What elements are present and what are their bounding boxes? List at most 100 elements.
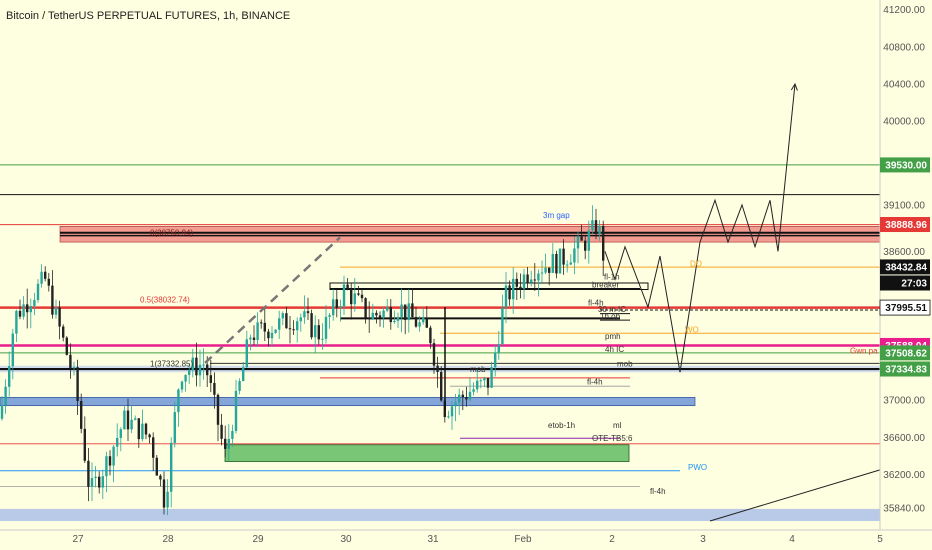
bottom-zone: [0, 508, 880, 521]
y-tick-label: 40400.00: [883, 80, 925, 91]
x-tick-label: 4: [789, 534, 795, 545]
candle-up: [450, 406, 454, 417]
candle-down: [126, 410, 130, 430]
candle-down: [44, 271, 47, 279]
candle-up: [490, 367, 493, 388]
breaker-box: [329, 282, 649, 290]
x-tick-label: Feb: [514, 534, 532, 545]
y-tick-label: 35840.00: [883, 503, 925, 514]
candle-up: [328, 315, 331, 317]
candle-down: [360, 294, 364, 299]
candle-down: [508, 285, 511, 300]
annotation-label: etob-1h: [548, 421, 575, 430]
candle-down: [252, 337, 256, 341]
candle-down: [18, 310, 22, 317]
candle-down: [195, 357, 198, 376]
annotation-label: fl-4h: [587, 377, 603, 386]
annotation-label: WO: [685, 325, 699, 334]
candle-down: [461, 394, 464, 398]
candle-down: [432, 343, 436, 366]
candle-up: [468, 391, 472, 400]
candle-up: [598, 225, 601, 235]
candle-up: [422, 317, 425, 323]
candle-down: [411, 303, 414, 317]
candle-down: [62, 326, 65, 338]
candle-up: [483, 377, 486, 381]
candle-up: [116, 437, 119, 447]
candle-up: [476, 380, 479, 390]
candle-down: [562, 248, 565, 265]
candle-down: [602, 225, 605, 261]
candle-down: [310, 313, 313, 338]
candle-up: [479, 380, 482, 382]
price-badge-label: 38888.96: [885, 220, 927, 231]
price-axis-bg: [880, 0, 932, 550]
candle-down: [580, 236, 583, 241]
price-badge-label: 39530.00: [885, 160, 927, 171]
candle-down: [429, 327, 432, 344]
price-badge: [880, 361, 930, 377]
price-badge-label: 37334.83: [885, 365, 927, 376]
candle-up: [497, 344, 500, 353]
candle-up: [231, 430, 234, 439]
annotation-label: breaker: [592, 281, 619, 290]
annotation-label: 0(38750.94): [150, 229, 193, 238]
candle-down: [375, 312, 378, 316]
candle-down: [148, 434, 151, 438]
candle-up: [544, 267, 547, 273]
candle-up: [166, 491, 169, 508]
candle-up: [400, 304, 403, 318]
candle-up: [530, 279, 533, 283]
candle-down: [162, 479, 166, 508]
x-tick-label: 3: [700, 534, 706, 545]
candle-down: [306, 311, 310, 314]
annotation-label: Gwn pa: [850, 347, 878, 356]
candle-up: [321, 338, 324, 340]
price-badge: [880, 217, 930, 233]
candle-up: [22, 304, 25, 317]
candle-up: [278, 318, 281, 330]
candle-up: [418, 322, 421, 327]
rising-trendline: [709, 469, 881, 522]
candle-up: [33, 299, 36, 307]
candle-up: [134, 418, 137, 420]
candle-down: [155, 457, 158, 476]
candle-up: [332, 299, 335, 316]
candle-up: [371, 312, 374, 320]
candle-down: [260, 322, 263, 324]
candle-up: [447, 416, 450, 418]
candle-down: [76, 367, 79, 401]
annotation-label: mob: [617, 360, 633, 369]
candle-down: [47, 278, 50, 286]
candle-up: [454, 402, 457, 407]
candle-up: [296, 321, 299, 331]
candle-down: [519, 286, 522, 289]
candle-up: [198, 364, 202, 376]
demand-zone-green: [224, 444, 630, 462]
candle-down: [335, 299, 338, 308]
candle-down: [69, 354, 72, 368]
x-tick-label: 31: [427, 534, 439, 545]
candle-down: [213, 382, 216, 395]
candle-down: [594, 220, 598, 235]
candle-up: [339, 306, 342, 308]
demand-zone-blue: [0, 397, 696, 407]
price-badge: [880, 275, 930, 291]
candle-up: [141, 423, 144, 440]
candle-down: [368, 317, 371, 320]
y-tick-label: 38600.00: [883, 247, 925, 258]
annotation-label: 1h ob: [600, 312, 621, 321]
annotation-label: fl-4h: [650, 487, 666, 496]
candle-up: [342, 284, 346, 307]
candle-up: [472, 389, 475, 392]
candle-down: [87, 460, 90, 487]
candle-down: [65, 337, 68, 355]
candle-up: [40, 271, 43, 284]
x-tick-label: 5: [877, 534, 883, 545]
candle-up: [94, 476, 97, 479]
candle-down: [288, 328, 292, 330]
candle-down: [350, 288, 353, 305]
price-badge: [880, 157, 930, 173]
candle-up: [8, 366, 11, 387]
